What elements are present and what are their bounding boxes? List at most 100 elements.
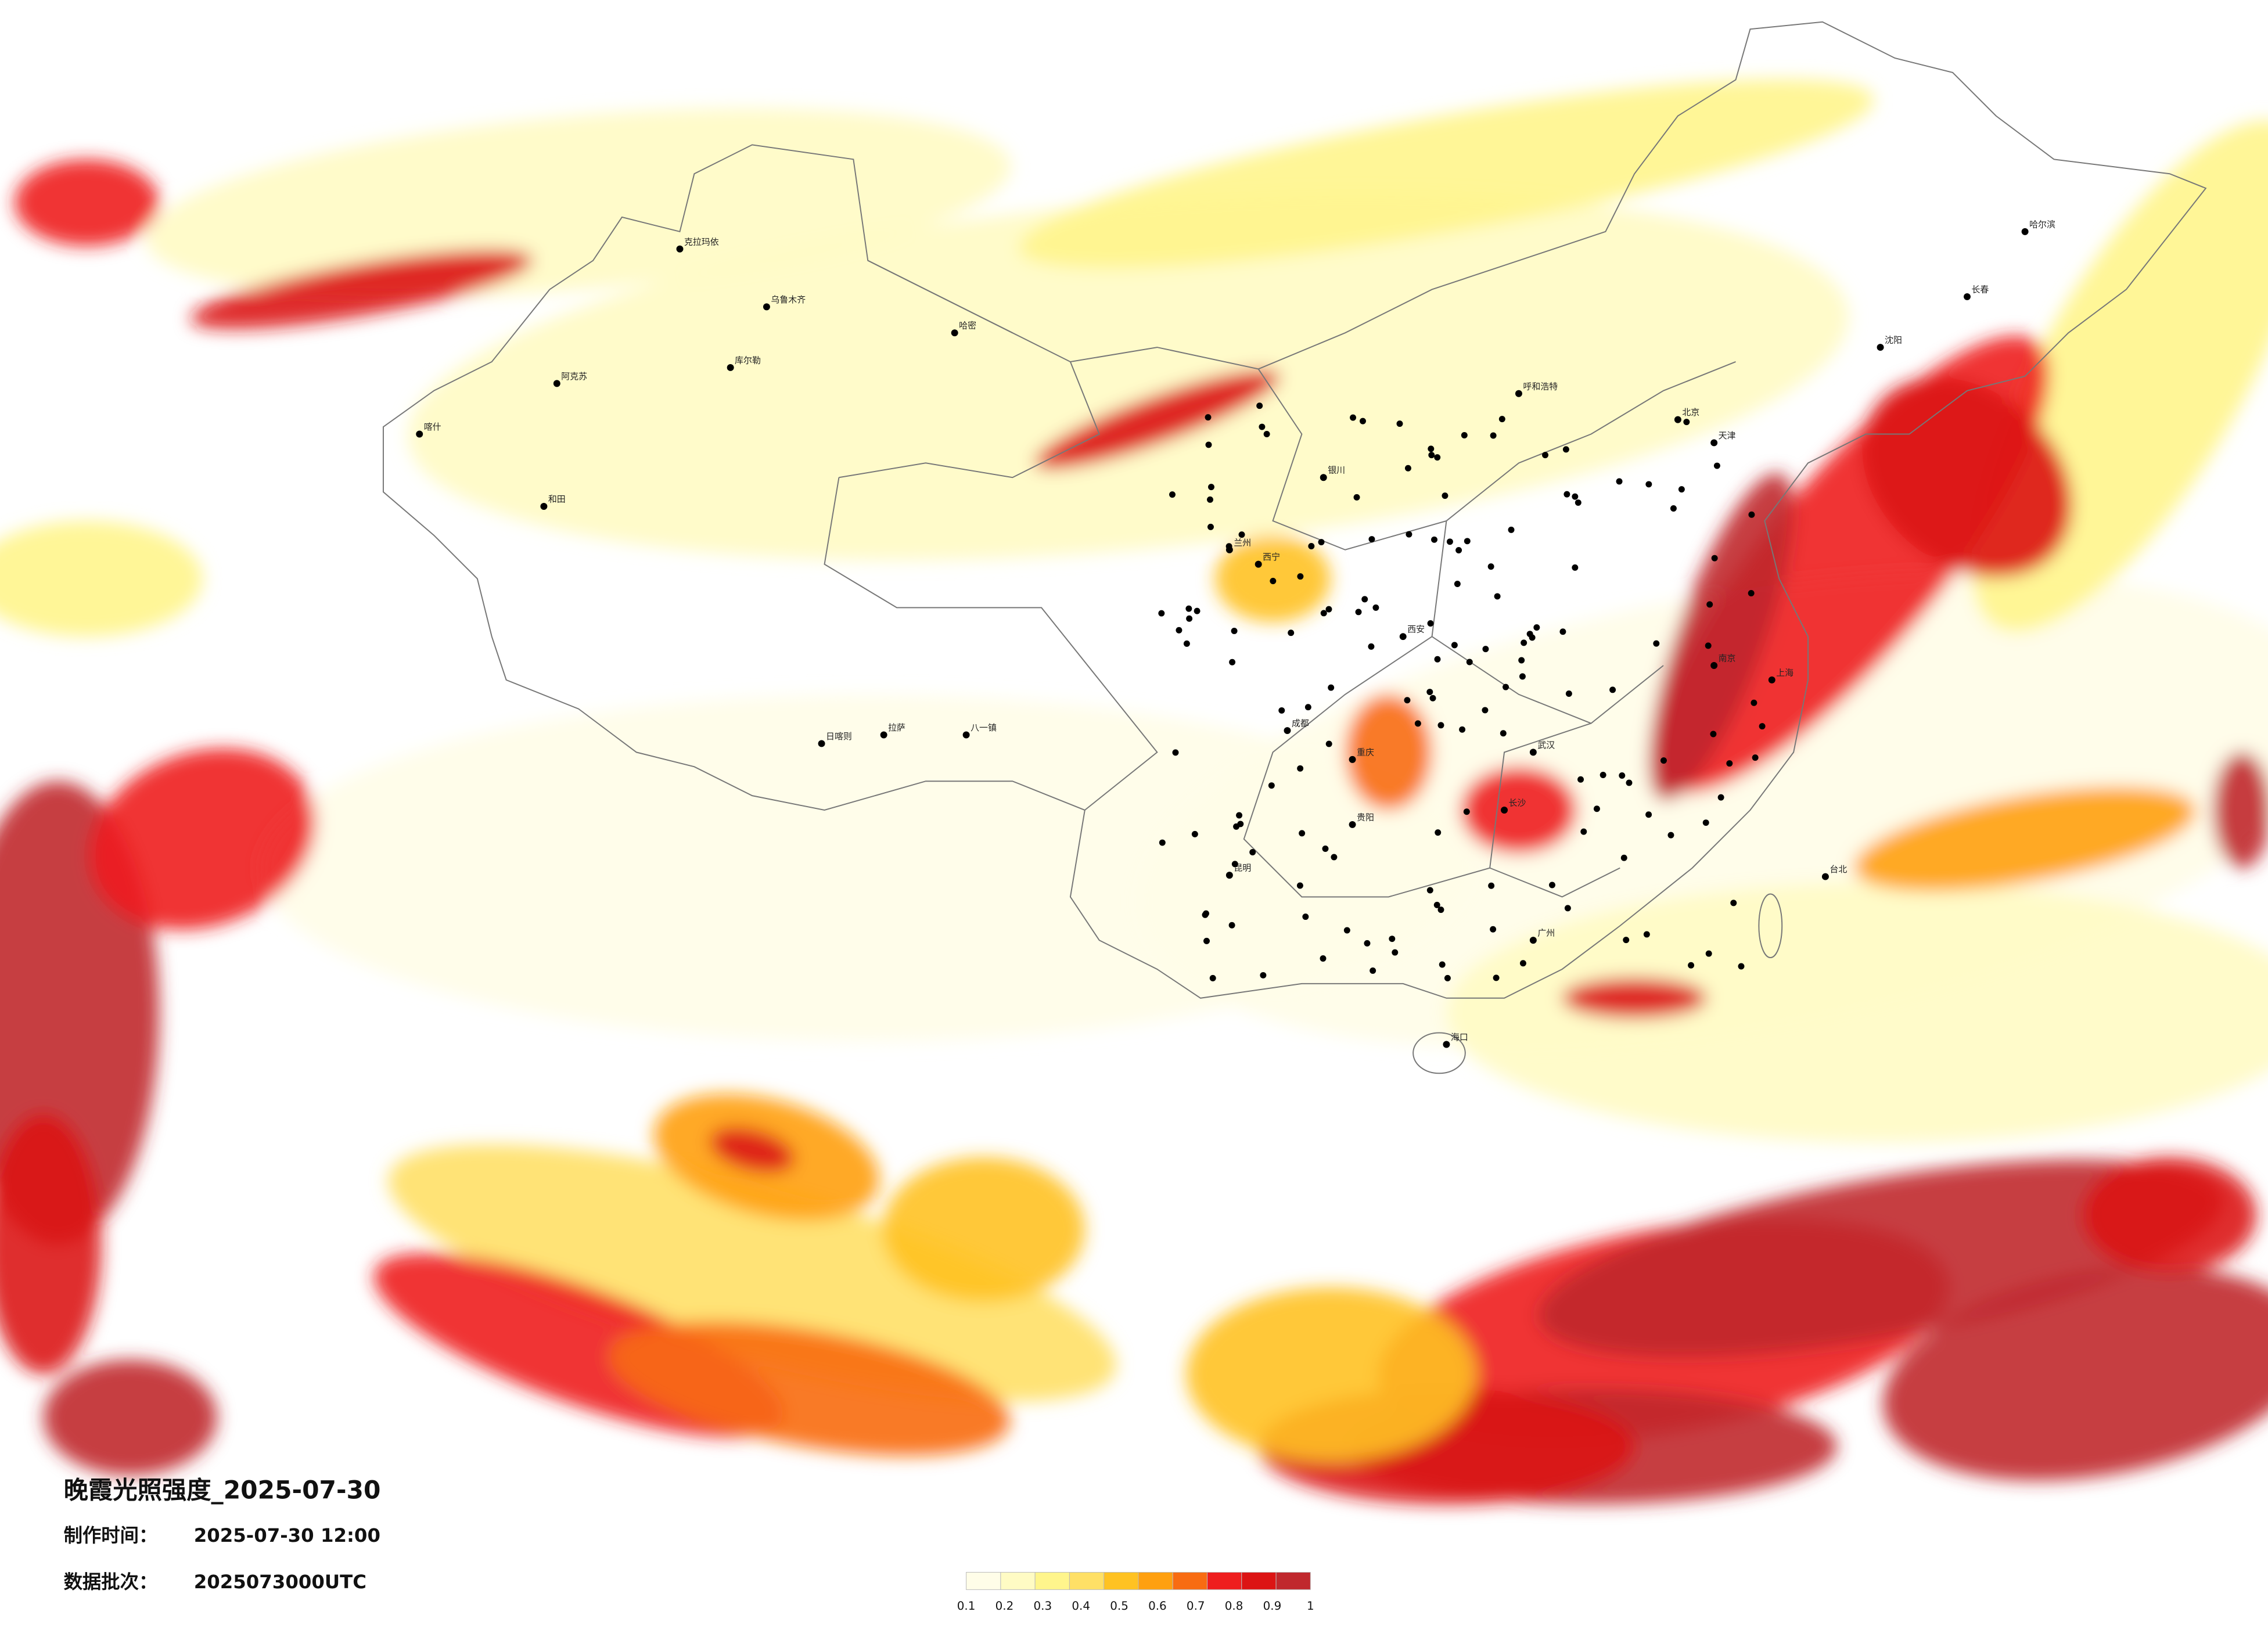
city-dot [1580, 828, 1587, 835]
city-label: 重庆 [1357, 747, 1374, 757]
city-dot [1231, 861, 1238, 868]
city-dot [1711, 555, 1718, 562]
city-label: 阿克苏 [561, 371, 587, 382]
city-dot [1526, 631, 1533, 638]
city-dot [1434, 454, 1441, 461]
heat-area [610, 1321, 1010, 1456]
city-dot [1426, 689, 1433, 696]
city-dot [1237, 821, 1244, 828]
city-dot [1297, 573, 1304, 580]
city-dot [1821, 873, 1829, 880]
city-dot [1660, 757, 1667, 764]
city-dot [1609, 686, 1616, 693]
city-dot [1225, 543, 1232, 550]
heat-layer [0, 79, 2268, 1505]
city-dot [1575, 499, 1582, 506]
city-dot [1320, 474, 1327, 481]
legend-tick-label: 0.7 [1187, 1599, 1205, 1613]
heat-area [2083, 1157, 2257, 1273]
city-dot [1508, 526, 1515, 533]
legend-swatch [1104, 1571, 1139, 1590]
city-dot [1368, 536, 1375, 543]
heat-area [1019, 79, 1874, 268]
legend-tick-label: 0.4 [1072, 1599, 1090, 1613]
city-label: 长春 [1971, 284, 1989, 294]
heat-area [0, 520, 203, 637]
legend-tick-label: 0.6 [1148, 1599, 1167, 1613]
city-dot [1308, 543, 1315, 549]
city-label: 喀什 [424, 422, 441, 432]
city-dot [1370, 967, 1376, 974]
city-dot [1542, 452, 1549, 459]
city-dot [1231, 627, 1238, 634]
city-dot [1428, 445, 1435, 452]
city-dot [1493, 974, 1500, 981]
heat-area [388, 1144, 1116, 1402]
city-dot [1533, 624, 1540, 631]
city-label: 拉萨 [888, 722, 905, 733]
made-label: 制作时间： [64, 1524, 158, 1546]
city-label: 昆明 [1234, 863, 1251, 873]
city-dot [1705, 950, 1712, 957]
legend-swatch [1207, 1571, 1242, 1590]
city-label: 南京 [1719, 653, 1736, 664]
city-dot [1562, 446, 1569, 453]
city-dot [1207, 496, 1213, 503]
city-dot [1518, 657, 1525, 664]
city-dot [1559, 628, 1566, 635]
city-dot [1320, 955, 1327, 962]
legend-tick-label: 0.5 [1110, 1599, 1128, 1613]
city-dot [2021, 228, 2029, 235]
city-dot [1752, 754, 1759, 761]
city-dot [1263, 431, 1270, 437]
heat-area [2213, 752, 2268, 868]
city-label: 银川 [1328, 465, 1345, 476]
city-dot [1565, 690, 1572, 697]
city-dot [1678, 486, 1685, 493]
city-dot [1368, 643, 1375, 650]
city-label: 海口 [1451, 1032, 1468, 1042]
city-dot [1183, 640, 1190, 647]
city-dot [1203, 937, 1210, 944]
city-dot [1501, 807, 1508, 814]
city-dot [1600, 772, 1606, 778]
city-dot [1490, 926, 1497, 933]
city-dot [1705, 642, 1712, 649]
city-dot [1353, 494, 1360, 501]
city-dot [1427, 620, 1434, 627]
legend-swatch [1034, 1571, 1070, 1590]
city-dot [1158, 610, 1165, 617]
city-dot [1270, 578, 1277, 585]
city-dot [540, 503, 548, 510]
city-dot [1482, 646, 1489, 653]
heat-area [1345, 694, 1432, 811]
city-dot [1564, 905, 1571, 912]
city-dot [727, 364, 734, 371]
city-dot [1296, 882, 1303, 889]
city-dot [1487, 563, 1494, 570]
city-dot [1259, 423, 1266, 430]
legend-swatch [966, 1571, 1001, 1590]
city-dot [1563, 491, 1570, 498]
city-label: 成都 [1292, 718, 1309, 729]
city-dot [1519, 960, 1526, 967]
city-dot [1616, 478, 1623, 485]
heat-area [1186, 1287, 1476, 1461]
city-dot [1688, 962, 1695, 969]
city-dot [1444, 974, 1451, 981]
city-dot [1325, 606, 1332, 613]
city-dot [1320, 610, 1327, 617]
batch-value: 2025073000UTC [194, 1571, 366, 1593]
city-dot [1299, 830, 1306, 837]
city-dot [1464, 538, 1471, 545]
city-dot [1620, 854, 1627, 861]
city-label: 和田 [548, 494, 566, 505]
city-dot [1619, 772, 1626, 779]
batch-label: 数据批次： [64, 1571, 158, 1593]
city-dot [1454, 581, 1461, 587]
city-label: 库尔勒 [735, 355, 761, 365]
city-label: 日喀则 [826, 731, 852, 742]
city-dot [1706, 601, 1713, 608]
heat-area [1854, 786, 2197, 891]
city-dot [1284, 727, 1291, 735]
